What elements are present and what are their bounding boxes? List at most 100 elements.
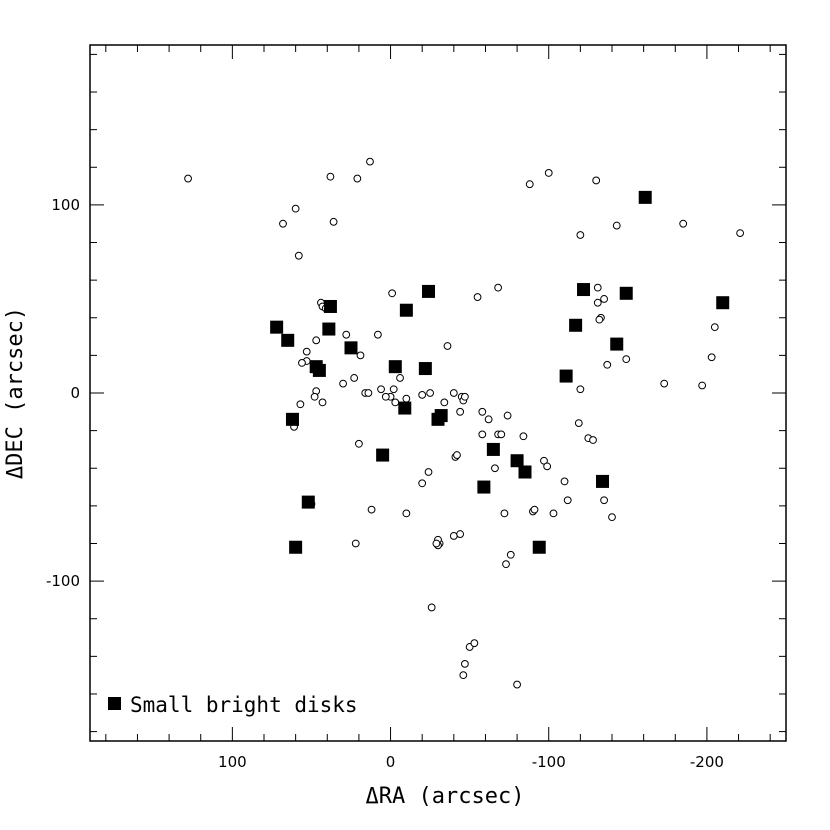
open-circle-point (530, 505, 539, 514)
small-bright-disk-point (619, 286, 633, 300)
open-circle-point (418, 390, 427, 399)
open-circle-point (679, 219, 688, 228)
open-circle-point (698, 381, 707, 390)
small-bright-disk-point (477, 480, 491, 494)
small-bright-disk-point (418, 362, 432, 376)
small-bright-disk-point (289, 540, 303, 554)
small-bright-disk-point (577, 283, 591, 297)
open-circle-point (600, 496, 608, 505)
small-bright-disk-point (388, 360, 402, 374)
legend: Small bright disks (108, 693, 358, 717)
open-circle-point (350, 374, 359, 382)
open-circle-point (339, 379, 347, 388)
open-circle-point (310, 392, 319, 401)
open-circle-point (473, 293, 482, 301)
small-bright-disk-point (518, 465, 532, 479)
open-circle-point (373, 330, 382, 339)
open-circle-point (296, 400, 305, 409)
open-circle-point (402, 509, 411, 518)
open-circle-point (513, 680, 521, 689)
open-circle-point (418, 479, 427, 488)
open-circle-point (603, 360, 612, 369)
small-bright-disk-point (422, 284, 436, 298)
open-circle-point (494, 283, 503, 292)
open-circle-point (491, 464, 499, 473)
open-circle-point (608, 513, 616, 522)
legend-marker-square (108, 697, 121, 710)
small-bright-disk-point (610, 337, 624, 351)
open-circle-point (470, 639, 479, 648)
open-circle-point (355, 439, 363, 448)
open-circle-point (503, 411, 512, 420)
small-bright-disk-point (559, 369, 573, 383)
open-circle-point (549, 509, 558, 518)
x-tick-labels: 100 0 -100 -200 (218, 753, 724, 771)
open-circle-point (543, 462, 552, 471)
x-tick-label: 100 (218, 753, 247, 771)
open-circle-point (478, 430, 487, 439)
small-bright-disk-point (323, 299, 337, 313)
open-circle-point (593, 283, 602, 292)
open-circle-point (593, 298, 602, 307)
small-bright-disk-point (281, 333, 295, 347)
open-circle-point (660, 379, 669, 388)
small-bright-disk-point (376, 448, 390, 462)
open-circle-point (396, 374, 404, 382)
small-bright-disk-point (344, 341, 358, 355)
open-circle-point (426, 389, 434, 397)
open-circle-point (563, 496, 572, 505)
open-circle-point (574, 419, 583, 427)
small-bright-disk-point (398, 401, 412, 415)
open-circle-point (497, 430, 506, 439)
x-tick-label: 0 (386, 753, 396, 771)
open-circle-point (736, 229, 745, 238)
open-circle-point (456, 407, 465, 416)
open-circle-point (453, 451, 461, 459)
open-circle-point (544, 169, 553, 177)
open-circle-point (592, 176, 601, 185)
y-tick-label: 100 (51, 196, 80, 214)
open-circle-point (595, 315, 604, 324)
open-circle-point (449, 532, 458, 540)
open-circle-point (184, 174, 192, 183)
open-circle-point (525, 180, 534, 189)
small-bright-disk-point (486, 442, 500, 456)
open-circle-point (424, 468, 433, 476)
small-bright-disk-point (301, 495, 315, 509)
open-circle-series (184, 157, 745, 689)
open-circle-point (432, 539, 441, 548)
open-circle-point (381, 392, 390, 401)
open-circle-point (389, 385, 398, 394)
open-circle-point (366, 157, 374, 166)
small-bright-disk-point (532, 540, 546, 554)
open-circle-point (443, 342, 452, 350)
open-circle-point (589, 436, 597, 444)
open-circle-point (560, 477, 569, 486)
open-circle-point (351, 539, 360, 548)
open-circle-point (388, 289, 397, 298)
x-tick-label: -200 (690, 753, 724, 771)
y-tick-labels: 100 0 -100 (46, 196, 80, 590)
open-circle-point (459, 671, 468, 680)
small-bright-disk-point (312, 363, 326, 377)
small-bright-disk-point (510, 454, 524, 468)
small-bright-disk-point (569, 318, 583, 332)
small-bright-disk-point (716, 296, 730, 310)
small-bright-disks-series (270, 190, 730, 554)
open-circle-point (329, 217, 338, 226)
open-circle-point (440, 398, 449, 407)
open-circle-point (291, 204, 300, 213)
open-circle-point (506, 550, 515, 559)
open-circle-point (478, 407, 487, 416)
small-bright-disk-point (285, 412, 299, 426)
open-circle-point (519, 432, 528, 441)
open-circle-point (427, 603, 436, 612)
open-circle-point (707, 353, 716, 362)
open-circle-point (502, 560, 510, 569)
open-circle-point (600, 295, 608, 303)
open-circle-point (356, 351, 365, 360)
small-bright-disk-point (596, 474, 610, 488)
x-tick-label: -100 (532, 753, 566, 771)
open-circle-point (576, 231, 585, 239)
